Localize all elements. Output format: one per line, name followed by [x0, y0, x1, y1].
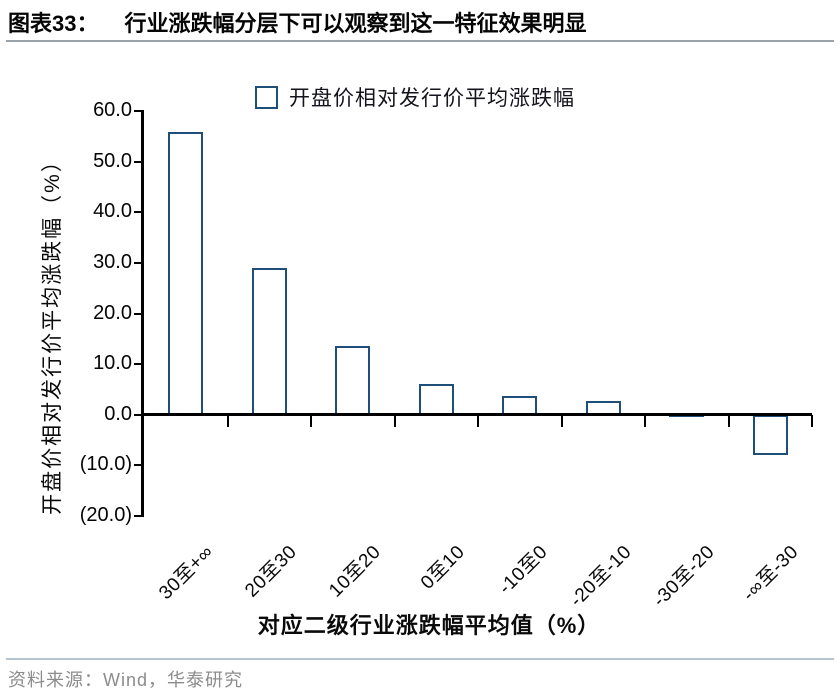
x-tick-label: 0至10	[416, 541, 469, 594]
chart-legend: 开盘价相对发行价平均涨跌幅	[255, 82, 575, 112]
x-tick	[393, 414, 396, 427]
bar	[502, 396, 538, 415]
y-tick	[134, 160, 142, 163]
y-tick	[134, 363, 142, 366]
y-tick-label: 40.0	[93, 200, 132, 223]
x-tick	[560, 414, 563, 427]
bar	[251, 267, 287, 415]
legend-square-icon	[255, 85, 278, 109]
x-tick-label: -30至-20	[649, 541, 720, 612]
y-tick	[134, 413, 142, 416]
x-tick	[477, 414, 479, 427]
footer-divider	[6, 658, 834, 660]
y-tick-label: (10.0)	[79, 453, 132, 476]
y-axis-line	[141, 110, 144, 517]
x-tick	[310, 414, 312, 427]
figure-title: 图表33： 行业涨跌幅分层下可以观察到这一特征效果明显	[8, 6, 587, 38]
x-tick	[644, 414, 646, 427]
y-tick-label: 20.0	[93, 301, 132, 324]
y-tick	[134, 515, 142, 517]
x-tick-label: 10至20	[325, 541, 386, 602]
x-tick-label: -10至0	[495, 541, 553, 599]
y-tick-label: 50.0	[93, 149, 132, 172]
x-axis-line	[141, 413, 812, 417]
source-note: 资料来源：Wind，华泰研究	[8, 670, 244, 690]
figure-number: 图表33：	[8, 11, 99, 36]
bar	[752, 414, 788, 455]
bar	[418, 384, 454, 415]
x-tick-label: -∞至-30	[738, 541, 803, 606]
x-tick-label: 30至+∞	[155, 541, 219, 604]
y-tick-label: 10.0	[93, 352, 132, 375]
y-tick	[134, 211, 142, 214]
y-tick	[134, 110, 142, 112]
y-tick	[134, 312, 142, 315]
y-tick	[134, 261, 142, 264]
x-tick-label: -20至-10	[566, 541, 636, 612]
x-tick	[226, 414, 229, 427]
y-tick-label: 30.0	[93, 250, 132, 273]
y-tick	[134, 464, 142, 467]
y-tick-label: 0.0	[104, 402, 132, 425]
bar	[335, 346, 371, 415]
plot-area: 60.0 50.0 40.0 30.0 20.0 10.0 0.0 (10.0) (20.0) 3…	[80, 99, 813, 611]
y-tick-label: 60.0	[93, 99, 132, 121]
figure-caption: 行业涨跌幅分层下可以观察到这一特征效果明显	[124, 11, 587, 36]
x-tick-label: 20至30	[241, 541, 302, 602]
y-tick-label: (20.0)	[79, 504, 132, 526]
bar	[168, 132, 204, 415]
x-tick	[727, 414, 730, 427]
x-tick	[811, 414, 813, 427]
title-divider	[6, 40, 834, 42]
x-axis-title: 对应二级行业涨跌幅平均值（%）	[257, 613, 601, 638]
legend-label: 开盘价相对发行价平均涨跌幅	[289, 87, 575, 110]
